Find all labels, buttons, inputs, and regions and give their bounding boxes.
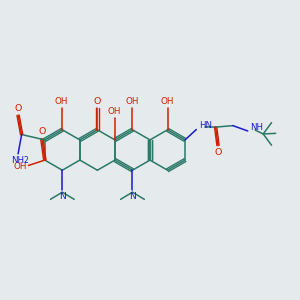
Text: O: O — [14, 104, 22, 113]
Text: OH: OH — [14, 162, 27, 171]
Text: O: O — [94, 97, 101, 106]
Text: 2: 2 — [23, 157, 28, 166]
Text: NH: NH — [250, 123, 263, 132]
Text: OH: OH — [126, 97, 139, 106]
Text: N: N — [129, 193, 136, 202]
Text: NH: NH — [11, 157, 24, 166]
Text: N: N — [59, 193, 66, 202]
Text: O: O — [214, 148, 222, 157]
Text: OH: OH — [108, 107, 121, 116]
Text: O: O — [38, 127, 46, 136]
Text: HN: HN — [199, 121, 212, 130]
Text: OH: OH — [161, 97, 174, 106]
Text: OH: OH — [55, 97, 68, 106]
